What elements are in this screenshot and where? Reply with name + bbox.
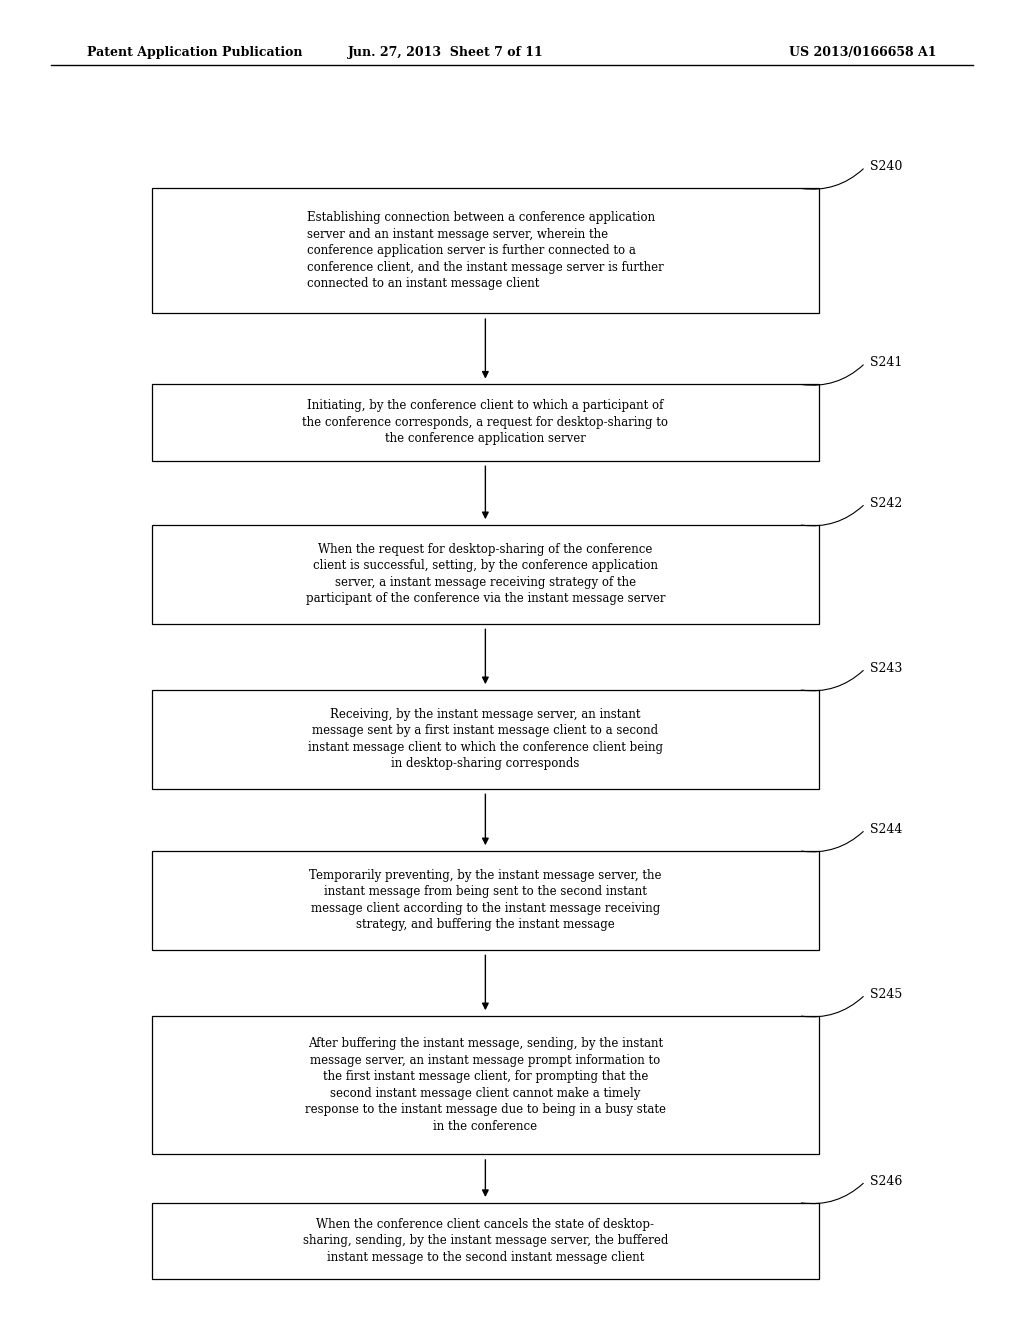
Text: S240: S240 (870, 161, 903, 173)
Text: US 2013/0166658 A1: US 2013/0166658 A1 (790, 46, 937, 59)
Text: When the request for desktop-sharing of the conference
client is successful, set: When the request for desktop-sharing of … (305, 543, 666, 606)
Text: S241: S241 (870, 356, 903, 370)
Text: S246: S246 (870, 1175, 903, 1188)
Text: S245: S245 (870, 989, 902, 1001)
Text: S242: S242 (870, 498, 902, 510)
Bar (152, 384, 819, 461)
Text: Receiving, by the instant message server, an instant
message sent by a first ins: Receiving, by the instant message server… (308, 708, 663, 771)
Text: Temporarily preventing, by the instant message server, the
instant message from : Temporarily preventing, by the instant m… (309, 869, 662, 932)
Bar (152, 850, 819, 950)
Bar (152, 1203, 819, 1279)
Text: S244: S244 (870, 824, 903, 836)
Bar (152, 689, 819, 788)
Bar (152, 1016, 819, 1154)
Text: After buffering the instant message, sending, by the instant
message server, an : After buffering the instant message, sen… (305, 1038, 666, 1133)
Text: When the conference client cancels the state of desktop-
sharing, sending, by th: When the conference client cancels the s… (303, 1218, 668, 1263)
Bar (152, 525, 819, 624)
Text: S243: S243 (870, 663, 903, 675)
Text: Initiating, by the conference client to which a participant of
the conference co: Initiating, by the conference client to … (302, 400, 669, 445)
Bar (152, 187, 819, 313)
Text: Patent Application Publication: Patent Application Publication (87, 46, 302, 59)
Text: Jun. 27, 2013  Sheet 7 of 11: Jun. 27, 2013 Sheet 7 of 11 (347, 46, 544, 59)
Text: Establishing connection between a conference application
server and an instant m: Establishing connection between a confer… (307, 211, 664, 290)
